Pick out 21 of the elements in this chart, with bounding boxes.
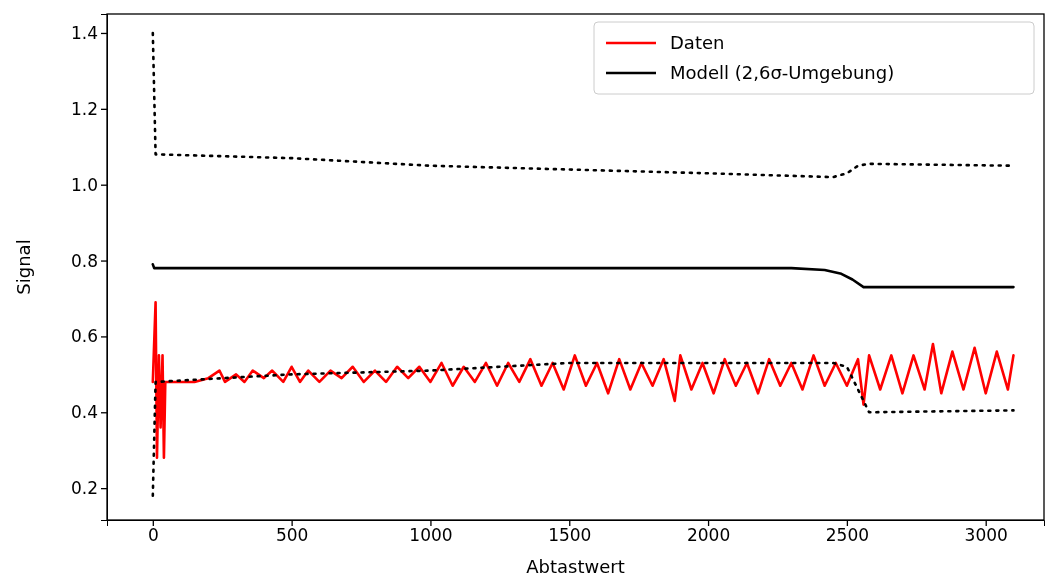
y-tick-label: 0.6 xyxy=(70,326,98,347)
line-series xyxy=(151,263,1015,289)
line-series xyxy=(151,361,1015,498)
y-tick-label: 1.2 xyxy=(70,98,98,119)
y-tick-label: 1.4 xyxy=(70,22,98,43)
x-tick-label: 2000 xyxy=(686,525,731,546)
y-axis-title: Signal xyxy=(13,239,34,295)
line-series xyxy=(151,300,1015,460)
legend-label: Daten xyxy=(670,32,725,53)
x-tick-label: 2500 xyxy=(825,525,870,546)
x-tick-label: 500 xyxy=(275,525,309,546)
x-axis-title: Abtastwert xyxy=(526,556,625,577)
y-tick-label: 0.8 xyxy=(70,250,98,271)
y-tick-label: 1.0 xyxy=(70,174,98,195)
x-tick-label: 3000 xyxy=(964,525,1008,546)
x-tick-label: 0 xyxy=(147,525,159,546)
x-tick-label: 1000 xyxy=(409,525,453,546)
y-tick-label: 0.2 xyxy=(70,478,98,499)
y-tick-label: 0.4 xyxy=(70,402,98,423)
legend-label: Modell (2,6σ-Umgebung) xyxy=(670,62,895,83)
x-tick-label: 1500 xyxy=(548,525,592,546)
